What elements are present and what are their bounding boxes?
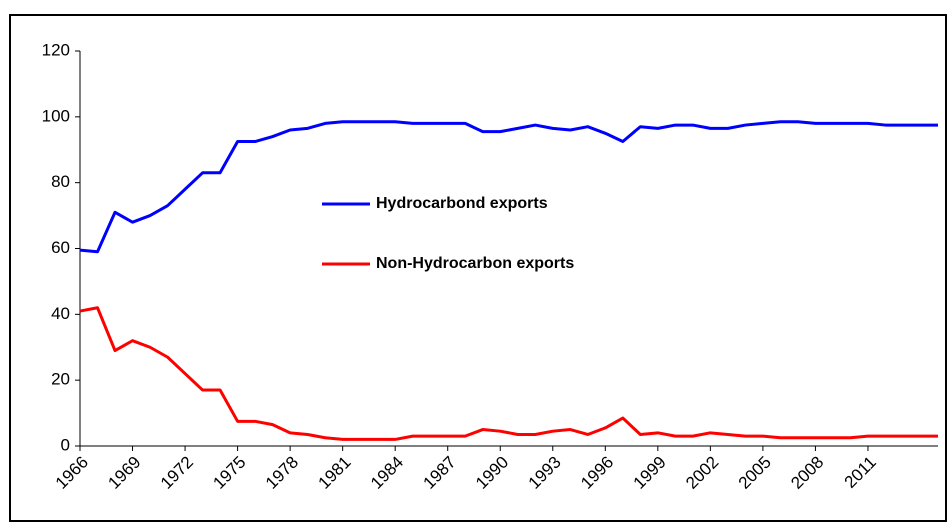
y-tick-label: 80 <box>51 172 70 191</box>
x-tick-label: 1996 <box>577 453 617 493</box>
series-line <box>79 306 938 441</box>
x-tick-label: 1981 <box>314 453 354 493</box>
y-tick-label: 100 <box>42 106 70 125</box>
x-tick-label: 2011 <box>841 453 880 492</box>
x-tick-label: 2005 <box>735 453 775 493</box>
x-tick-label: 1978 <box>262 453 302 493</box>
x-tick-label: 1972 <box>157 453 197 493</box>
x-tick-label: 1987 <box>420 453 460 493</box>
y-tick-label: 0 <box>61 435 70 454</box>
x-tick-label: 1969 <box>104 453 144 493</box>
y-tick-label: 20 <box>51 370 70 389</box>
x-tick-label: 1990 <box>472 453 512 493</box>
y-tick-label: 40 <box>51 304 70 323</box>
x-tick-label: 2002 <box>682 453 722 493</box>
legend-label: Hydrocarbond exports <box>376 195 548 212</box>
legend-label: Non-Hydrocarbon exports <box>376 255 574 272</box>
chart-frame <box>9 14 947 522</box>
x-tick-label: 1999 <box>630 453 670 493</box>
x-tick-label: 2008 <box>787 453 827 493</box>
x-tick-label: 1984 <box>367 453 407 493</box>
series-line <box>79 120 938 254</box>
x-tick-label: 1975 <box>209 453 249 493</box>
y-tick-label: 120 <box>42 40 70 59</box>
x-tick-label: 1993 <box>525 453 565 493</box>
y-tick-label: 60 <box>51 238 70 257</box>
x-tick-label: 1966 <box>52 453 92 493</box>
